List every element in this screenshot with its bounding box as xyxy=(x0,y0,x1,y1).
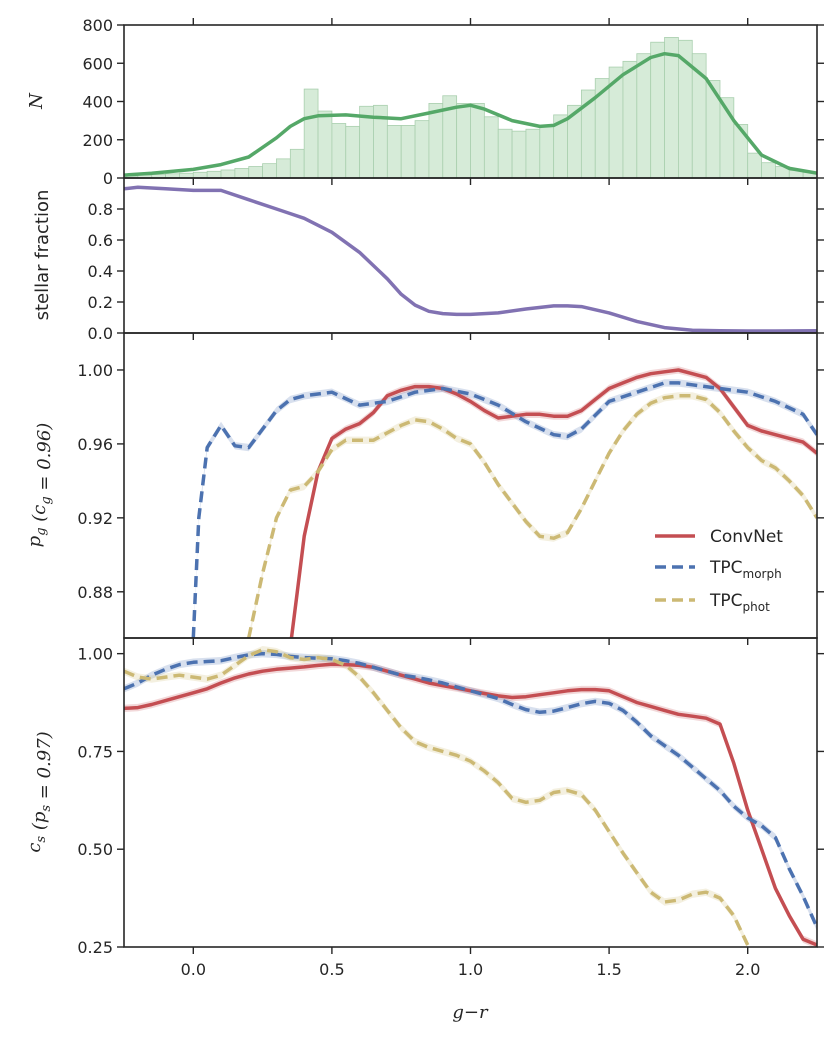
y-tick-label: 0.6 xyxy=(88,231,113,250)
completeness-frame xyxy=(123,637,818,948)
histogram-panel: 0 200 400 600 800 xyxy=(82,16,824,188)
histogram-bar xyxy=(234,168,250,178)
purity-ylabel: pg (cg = 0.96) xyxy=(24,423,55,548)
x-tick-label: 2.0 xyxy=(735,960,760,979)
stellar-fraction-lines xyxy=(124,185,817,333)
histogram-bar xyxy=(206,170,222,178)
legend: ConvNet TPCmorph TPCphot xyxy=(655,527,783,614)
y-tick-label: 0.96 xyxy=(77,435,113,454)
histogram-bar xyxy=(456,103,471,178)
histogram-bar xyxy=(428,103,444,178)
purity-panel: 0.88 0.92 0.96 1.00 xyxy=(77,361,824,638)
histogram-bar xyxy=(539,125,555,178)
histogram-bar xyxy=(262,163,277,178)
convnet-line xyxy=(124,662,817,947)
y-tick-label: 0.50 xyxy=(77,840,113,859)
y-tick-label: 0.88 xyxy=(77,583,113,602)
y-tick-label: 0.75 xyxy=(77,742,113,761)
convnet-band xyxy=(124,660,817,947)
tpc-phot-band xyxy=(124,646,748,947)
tpc-phot-line xyxy=(124,647,750,946)
histogram-bar xyxy=(622,60,638,178)
histogram-bar xyxy=(664,37,679,178)
histogram-y-axis: 0 200 400 600 800 xyxy=(82,16,824,188)
stellar-fraction-line xyxy=(124,185,817,333)
purity-y-axis: 0.88 0.92 0.96 1.00 xyxy=(77,361,824,602)
x-axis-label: g−r xyxy=(452,1002,489,1023)
tpc-phot-line xyxy=(246,394,817,638)
legend-tpc-phot-label: TPCphot xyxy=(709,591,770,614)
histogram-kde xyxy=(124,51,817,177)
x-tick-label: 0.0 xyxy=(181,960,206,979)
histogram-bar xyxy=(192,171,208,178)
y-tick-label: 200 xyxy=(82,131,113,150)
y-tick-label: 0.25 xyxy=(77,938,113,957)
purity-lines xyxy=(191,366,817,638)
y-tick-label: 1.00 xyxy=(77,361,113,380)
stellar-fraction-y-axis: 0.0 0.2 0.4 0.6 0.8 xyxy=(88,200,824,343)
y-tick-label: 0.0 xyxy=(88,324,113,343)
tpc-morph-line xyxy=(124,651,817,929)
histogram-bar xyxy=(386,125,402,178)
histogram-bar xyxy=(483,116,499,178)
y-tick-label: 0.92 xyxy=(77,509,113,528)
legend-tpc-morph-label: TPCmorph xyxy=(709,558,782,581)
histogram-bar xyxy=(525,128,541,178)
completeness-panel: 0.25 0.50 0.75 1.00 xyxy=(77,645,824,957)
histogram-bar xyxy=(497,128,513,178)
histogram-bar xyxy=(317,110,333,178)
histogram-bar xyxy=(414,120,430,178)
x-tick-label: 1.5 xyxy=(596,960,621,979)
y-tick-label: 800 xyxy=(82,16,113,35)
histogram-bars xyxy=(124,37,817,178)
x-tick-label: 1.0 xyxy=(458,960,483,979)
histogram-bar xyxy=(331,123,347,178)
histogram-bar xyxy=(220,169,236,178)
y-tick-label: 0 xyxy=(103,169,113,188)
legend-convnet-label: ConvNet xyxy=(710,527,783,547)
stellar-fraction-panel: 0.0 0.2 0.4 0.6 0.8 xyxy=(88,185,824,343)
histogram-bar xyxy=(511,130,527,178)
histogram-bar xyxy=(650,41,665,178)
stellar-fraction-frame xyxy=(123,177,818,334)
histogram-bar xyxy=(470,103,485,178)
tpc-morph-line xyxy=(191,381,817,638)
completeness-ylabel: cs (ps = 0.97) xyxy=(24,731,55,852)
x-axis-ticks: 0.0 0.5 1.0 1.5 2.0 xyxy=(181,18,760,979)
completeness-lines xyxy=(124,646,817,947)
histogram-bar xyxy=(636,53,652,178)
histogram-ylabel: N xyxy=(26,92,47,110)
x-tick-label: 0.5 xyxy=(319,960,344,979)
y-tick-label: 0.2 xyxy=(88,293,113,312)
histogram-bar xyxy=(400,125,416,178)
y-tick-label: 0.8 xyxy=(88,200,113,219)
y-tick-label: 400 xyxy=(82,93,113,112)
stellar-fraction-ylabel: stellar fraction xyxy=(32,190,53,321)
y-tick-label: 1.00 xyxy=(77,645,113,664)
convnet-line xyxy=(289,368,817,638)
histogram-bar xyxy=(761,162,776,178)
y-tick-label: 600 xyxy=(82,54,113,73)
histogram-bar xyxy=(276,158,291,178)
histogram-bar xyxy=(289,148,305,178)
completeness-y-axis: 0.25 0.50 0.75 1.00 xyxy=(77,645,824,957)
histogram-bar xyxy=(747,152,762,178)
histogram-bar xyxy=(345,125,361,178)
kde-line xyxy=(124,51,817,177)
histogram-bar xyxy=(303,88,319,178)
y-tick-label: 0.4 xyxy=(88,262,113,281)
histogram-bar xyxy=(248,166,264,178)
